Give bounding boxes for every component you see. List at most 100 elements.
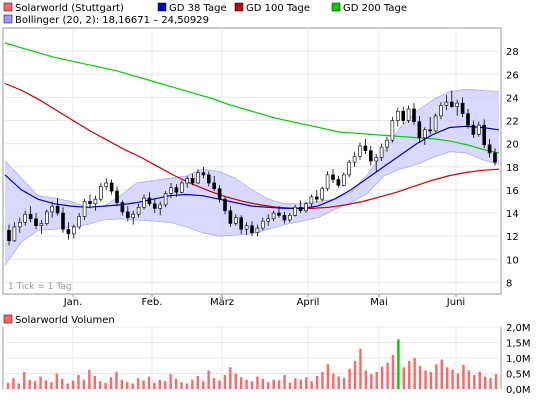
- candle-body: [266, 218, 271, 222]
- candle-body: [212, 182, 216, 190]
- candle-body: [406, 108, 411, 121]
- candle-body: [385, 139, 389, 148]
- candle: [169, 182, 173, 199]
- volume-bar: [50, 382, 53, 389]
- candle-body: [136, 206, 141, 215]
- candle: [72, 224, 76, 239]
- candle: [304, 201, 308, 214]
- candle-body: [428, 129, 433, 132]
- volume-bar: [207, 370, 210, 389]
- volume-bar: [440, 359, 443, 389]
- volume-bar: [353, 361, 357, 389]
- volume-bar: [77, 375, 80, 389]
- price-x-tick-label: April: [297, 297, 320, 308]
- candle-body: [363, 145, 368, 151]
- volume-bar: [12, 378, 15, 389]
- candle: [471, 120, 476, 138]
- candle-body: [169, 187, 173, 194]
- candle: [142, 194, 146, 210]
- price-plot-area: [2, 27, 502, 295]
- volume-panel: Solarworld Volumen 0,0M 0,5M 1,0M 1,5M 2,0M: [2, 314, 531, 396]
- candle: [109, 179, 114, 195]
- volume-bar: [196, 375, 199, 389]
- candle: [439, 102, 443, 120]
- volume-bar: [256, 376, 259, 389]
- price-y-tick-label: 26: [506, 70, 519, 81]
- volume-bar: [294, 378, 297, 389]
- candle-body: [455, 102, 460, 107]
- legend-swatch-bollinger: [3, 14, 13, 24]
- volume-bar: [185, 383, 189, 389]
- candle: [255, 224, 260, 237]
- candle-body: [44, 211, 49, 224]
- volume-bars: [6, 339, 498, 389]
- candle: [115, 186, 119, 207]
- candle-body: [368, 150, 373, 162]
- candle: [455, 99, 460, 116]
- candle-body: [196, 172, 200, 184]
- candle: [66, 222, 71, 240]
- volume-bar: [245, 379, 248, 389]
- candle-body: [476, 124, 481, 135]
- candle: [250, 221, 254, 237]
- price-y-tick-label: 16: [506, 186, 519, 197]
- candle-body: [158, 204, 162, 209]
- volume-bar: [288, 382, 292, 389]
- tick-note: 1 Tick = 1 Tag: [8, 282, 72, 292]
- candle-body: [61, 212, 65, 230]
- candle-body: [255, 227, 260, 234]
- volume-bar: [267, 382, 270, 389]
- candle-body: [72, 226, 76, 235]
- volume-bar: [391, 354, 395, 389]
- candle-body: [379, 146, 384, 158]
- candle: [163, 191, 168, 208]
- candle: [476, 121, 481, 137]
- candle: [185, 176, 189, 188]
- volume-bar: [494, 374, 498, 389]
- candle: [93, 195, 98, 211]
- candle: [153, 199, 157, 214]
- candle: [368, 145, 373, 166]
- candle-body: [201, 172, 206, 176]
- volume-bar: [71, 380, 75, 389]
- volume-bar: [483, 376, 487, 389]
- volume-bar: [131, 383, 134, 389]
- volume-bar: [115, 371, 118, 389]
- volume-bar: [109, 377, 113, 389]
- candle-body: [482, 124, 487, 146]
- candle: [406, 105, 411, 123]
- volume-bar: [451, 369, 454, 389]
- candle: [239, 215, 243, 234]
- candle-body: [180, 182, 184, 193]
- volume-bar: [446, 367, 449, 389]
- volume-bar: [55, 373, 58, 389]
- candle: [180, 180, 184, 194]
- candle-body: [352, 156, 357, 163]
- volume-bar: [321, 371, 324, 389]
- candle: [228, 206, 233, 227]
- candle: [401, 106, 406, 124]
- volume-bar: [380, 366, 384, 389]
- volume-bar: [169, 374, 172, 389]
- candle: [460, 97, 465, 118]
- volume-bar: [180, 382, 183, 389]
- volume-bar: [456, 373, 460, 389]
- candle: [190, 173, 195, 186]
- candle-body: [422, 129, 427, 139]
- candle-body: [347, 161, 352, 176]
- candle-body: [298, 206, 303, 212]
- volume-swatch: [3, 314, 13, 324]
- volume-bar: [310, 381, 313, 389]
- price-y-ticks: 8 10 12 14 16 18 20 22 24 26 28: [506, 47, 519, 289]
- candle-body: [331, 174, 335, 180]
- gd100-line: [4, 82, 500, 209]
- candle-body: [23, 213, 28, 223]
- candle: [234, 214, 238, 226]
- price-y-tick-label: 24: [506, 93, 519, 104]
- volume-bar: [88, 369, 91, 389]
- candles: [7, 90, 497, 246]
- candle: [379, 143, 384, 161]
- candle-body: [217, 188, 222, 200]
- candle-body: [17, 221, 22, 228]
- candle: [487, 139, 492, 158]
